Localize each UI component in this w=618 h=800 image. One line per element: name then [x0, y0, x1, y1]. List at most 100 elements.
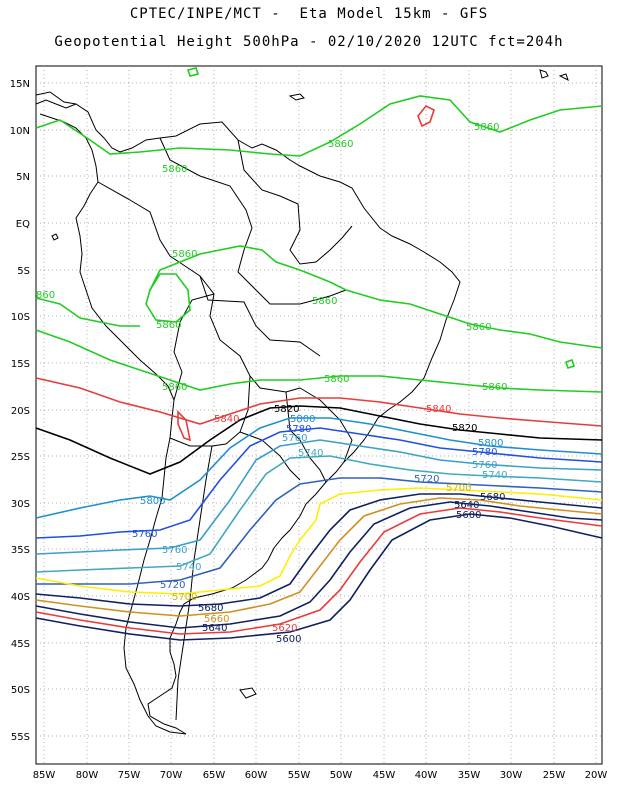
west-coast: [39, 113, 187, 735]
contour-label: 5780: [286, 424, 311, 435]
contour-5860-north: [35, 95, 603, 157]
contour-label: 5740: [176, 562, 201, 573]
contour-label: 5600: [456, 510, 481, 521]
lat-label: 15S: [11, 359, 30, 370]
lon-label: 80W: [76, 770, 99, 781]
lat-label: 10N: [10, 126, 30, 137]
longitude-labels: 85W 80W 75W 70W 65W 60W 55W 50W 45W 40W …: [33, 770, 608, 781]
map-title-line2: Geopotential Height 500hPa - 02/10/2020 …: [54, 34, 564, 50]
coastlines-and-borders: [35, 69, 569, 735]
lat-label: 55S: [11, 732, 30, 743]
contour-label: 5700: [172, 592, 197, 603]
contour-label: 5680: [480, 492, 505, 503]
contour-5840: [35, 377, 603, 427]
contour-label: 5640: [202, 623, 227, 634]
contour-label: 5860: [162, 382, 187, 393]
contour-label: 5860: [162, 164, 187, 175]
contour-label: 860: [36, 290, 55, 301]
contour-label: 5700: [446, 483, 471, 494]
contour-label: 5720: [414, 474, 439, 485]
contour-closed-high: [417, 104, 435, 128]
lat-label: EQ: [16, 219, 30, 230]
contour-label: 5800: [290, 414, 315, 425]
contour-label: 5800: [478, 438, 503, 449]
lon-label: 50W: [330, 770, 353, 781]
lon-label: 85W: [33, 770, 56, 781]
contour-5860-west: [35, 297, 140, 327]
contour-5800: [35, 417, 603, 519]
contour-label: 5760: [162, 545, 187, 556]
contour-label: 5860: [172, 249, 197, 260]
contour-label: 5860: [474, 122, 499, 133]
lat-label: 15N: [10, 79, 30, 90]
contour-labels: 5860 5860 5860 5860 5860 5860 5860 5860 …: [36, 122, 507, 645]
lat-label: 50S: [11, 685, 30, 696]
contour-label: 5860: [156, 320, 181, 331]
lon-label: 60W: [245, 770, 268, 781]
contour-label: 5860: [328, 139, 353, 150]
contour-5860-loop: [145, 273, 191, 323]
south-america-coastline: [35, 91, 461, 735]
contour-5680: [35, 493, 603, 607]
contour-5600: [35, 513, 603, 641]
contour-label: 5640: [454, 500, 479, 511]
latitude-labels: 15N 10N 5N EQ 5S 10S 15S 20S 25S 30S 35S…: [10, 79, 30, 743]
lat-label: 45S: [11, 639, 30, 650]
contour-label: 5860: [466, 322, 491, 333]
contour-label: 5760: [132, 529, 157, 540]
contour-5860-amazon: [149, 245, 603, 349]
contour-label: 5820: [452, 423, 477, 434]
lon-label: 35W: [458, 770, 481, 781]
map-title-line1: CPTEC/INPE/MCT - Eta Model 15km - GFS: [129, 6, 489, 22]
contour-label: 5820: [274, 404, 299, 415]
caribbean-islands: [288, 69, 569, 101]
contour-label: 5860: [312, 296, 337, 307]
contour-label: 5840: [214, 414, 239, 425]
contour-small-loop: [186, 67, 576, 370]
contour-label: 5800: [140, 496, 165, 507]
contour-label: 5840: [426, 404, 451, 415]
contour-5780: [35, 427, 603, 539]
lat-label: 20S: [11, 406, 30, 417]
lat-label: 5S: [17, 266, 30, 277]
lat-label: 40S: [11, 592, 30, 603]
contour-label: 5620: [272, 623, 297, 634]
contour-5860-south: [35, 329, 603, 393]
contour-5820: [35, 405, 603, 475]
contour-label: 5760: [472, 460, 497, 471]
island-falklands: [239, 687, 257, 699]
lat-label: 5N: [16, 172, 30, 183]
lon-label: 70W: [160, 770, 183, 781]
lon-label: 20W: [585, 770, 608, 781]
lat-label: 30S: [11, 499, 30, 510]
contour-label: 5740: [298, 448, 323, 459]
lat-label: 25S: [11, 452, 30, 463]
contour-5740: [35, 455, 603, 573]
contour-label: 5740: [482, 470, 507, 481]
contour-5720: [36, 477, 603, 585]
map-frame: [35, 65, 603, 765]
contour-label: 5780: [472, 447, 497, 458]
contour-label: 5860: [324, 374, 349, 385]
contour-5760: [35, 439, 603, 555]
contour-5840-loop: [177, 410, 192, 442]
lon-label: 25W: [543, 770, 566, 781]
contour-label: 5760: [282, 433, 307, 444]
height-contours: [35, 67, 603, 641]
contour-label: 5680: [198, 603, 223, 614]
contour-5660: [35, 497, 603, 617]
lon-label: 45W: [373, 770, 396, 781]
lon-label: 65W: [203, 770, 226, 781]
central-america-coast: [35, 99, 77, 109]
contour-label: 5660: [204, 614, 229, 625]
lon-label: 55W: [288, 770, 311, 781]
contour-label: 5720: [160, 580, 185, 591]
lon-label: 40W: [415, 770, 438, 781]
contour-5640: [35, 501, 603, 629]
lat-label: 10S: [11, 312, 30, 323]
contour-label: 5860: [482, 382, 507, 393]
lon-label: 75W: [118, 770, 141, 781]
contour-5620: [35, 507, 603, 635]
contour-5700: [35, 487, 603, 595]
lat-label: 35S: [11, 545, 30, 556]
